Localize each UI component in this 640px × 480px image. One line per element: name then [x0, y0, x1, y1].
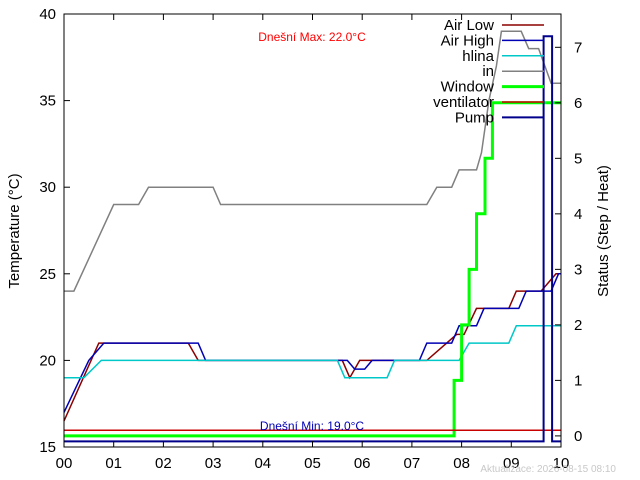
- legend-label-pump: Pump: [455, 109, 494, 126]
- y-tick-label: 40: [39, 6, 56, 23]
- x-tick-label: 10: [553, 455, 570, 472]
- x-tick-label: 01: [105, 455, 122, 472]
- update-timestamp: Aktualizace: 2026-08-15 08:10: [480, 464, 616, 475]
- y-tick-label: 30: [39, 179, 56, 196]
- series-line-window: [64, 101, 561, 438]
- legend-label-in: in: [482, 63, 494, 80]
- max-temp-annotation: Dnešní Max: 22.0°C: [258, 30, 366, 44]
- y-tick-label: 20: [39, 352, 56, 369]
- y-tick-label: 35: [39, 93, 56, 110]
- legend-label-window: Window: [441, 79, 495, 96]
- y-tick-label: 25: [39, 266, 56, 283]
- legend-label-air-low: Air Low: [444, 17, 494, 34]
- y2-tick-label: 3: [574, 261, 582, 278]
- y2-tick-label: 2: [574, 317, 582, 334]
- x-tick-label: 03: [205, 455, 222, 472]
- x-tick-label: 02: [155, 455, 172, 472]
- series-layer: [63, 30, 561, 443]
- y2-tick-label: 0: [574, 428, 582, 445]
- y-tick-label: 15: [39, 439, 56, 456]
- series-line-hlina: [64, 325, 561, 379]
- y2-tick-label: 7: [574, 39, 582, 56]
- series-line-pump: [64, 35, 561, 443]
- legend-label-ventilator: ventilator: [433, 94, 494, 111]
- legend-label-hlina: hlina: [462, 48, 494, 65]
- x-tick-label: 06: [354, 455, 371, 472]
- y-axis-title: Temperature (°C): [6, 173, 23, 288]
- labels-layer: 00 01 02 03 04 05 06 07 08 09 10152025303540012345…: [39, 6, 582, 472]
- y2-tick-label: 1: [574, 372, 582, 389]
- x-tick-label: 05: [304, 455, 321, 472]
- x-tick-label: 07: [404, 455, 421, 472]
- y2-tick-label: 4: [574, 206, 582, 223]
- ticks-layer: [63, 13, 562, 448]
- min-temp-annotation: Dnešní Min: 19.0°C: [260, 419, 365, 433]
- x-tick-label: 00: [56, 455, 73, 472]
- x-tick-label: 09: [503, 455, 520, 472]
- x-tick-label: 08: [453, 455, 470, 472]
- y2-tick-label: 5: [574, 150, 582, 167]
- x-tick-label: 04: [254, 455, 271, 472]
- series-line-air-low: [63, 273, 561, 422]
- y2-tick-label: 6: [574, 95, 582, 112]
- series-line-in: [64, 30, 561, 292]
- y2-axis-title: Status (Step / Heat): [595, 165, 612, 297]
- legend-label-air-high: Air High: [441, 32, 494, 49]
